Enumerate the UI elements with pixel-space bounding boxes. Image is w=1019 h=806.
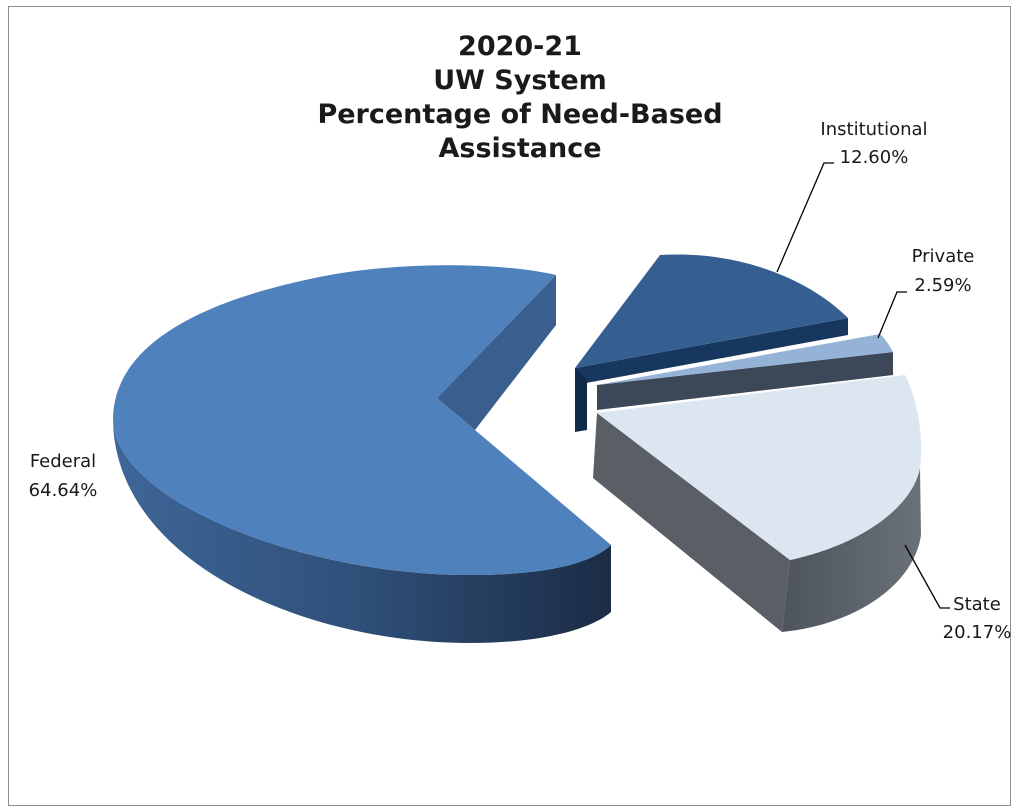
label-institutional-value: 12.60% — [840, 147, 909, 168]
slice-federal-inner-wall — [437, 275, 556, 430]
slice-institutional-side — [575, 318, 848, 385]
label-state-value: 20.17% — [943, 622, 1012, 643]
label-federal-value: 64.64% — [29, 480, 98, 501]
label-private-value: 2.59% — [914, 275, 971, 296]
slice-institutional-left — [575, 368, 587, 432]
chart-title-year: 2020-21 — [458, 31, 582, 62]
slice-state-top — [597, 375, 922, 560]
slice-institutional — [575, 254, 848, 432]
slice-private-top — [597, 334, 893, 385]
slice-state — [593, 375, 922, 632]
leader-line-private — [877, 291, 907, 339]
slice-institutional-top — [575, 254, 848, 368]
label-state-name: State — [953, 594, 1001, 615]
slice-private-side — [597, 352, 893, 410]
chart-title-main: Percentage of Need-Based Assistance — [317, 99, 723, 164]
label-private-name: Private — [912, 246, 975, 267]
label-institutional-name: Institutional — [820, 119, 927, 140]
chart-title-system: UW System — [433, 65, 607, 96]
leader-line-institutional — [776, 162, 834, 273]
slice-state-left — [593, 413, 790, 632]
slice-federal-top — [113, 265, 611, 575]
label-federal-name: Federal — [30, 451, 96, 472]
slice-federal-side — [113, 420, 611, 643]
leader-line-state — [904, 544, 950, 609]
slice-state-side — [782, 468, 921, 632]
slice-federal — [113, 265, 611, 643]
slice-private — [597, 334, 893, 410]
